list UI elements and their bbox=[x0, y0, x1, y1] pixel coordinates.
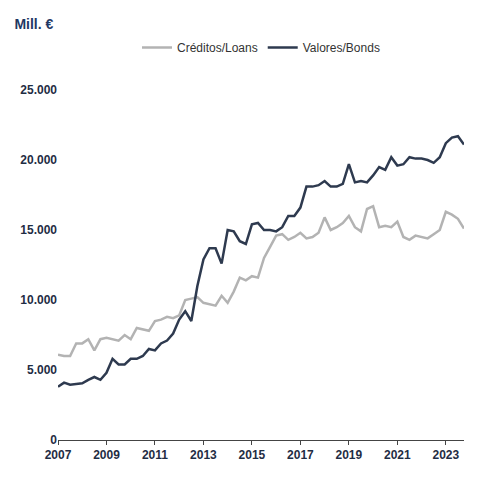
svg-text:2011: 2011 bbox=[142, 448, 168, 462]
svg-text:0: 0 bbox=[50, 433, 57, 447]
svg-text:2019: 2019 bbox=[336, 448, 363, 462]
svg-text:Valores/Bonds: Valores/Bonds bbox=[303, 41, 380, 55]
svg-text:2009: 2009 bbox=[93, 448, 120, 462]
svg-text:15.000: 15.000 bbox=[20, 223, 57, 237]
svg-text:25.000: 25.000 bbox=[20, 83, 57, 97]
svg-text:20.000: 20.000 bbox=[20, 153, 57, 167]
svg-text:2021: 2021 bbox=[384, 448, 411, 462]
svg-text:2023: 2023 bbox=[432, 448, 459, 462]
svg-text:2017: 2017 bbox=[287, 448, 314, 462]
svg-text:2013: 2013 bbox=[190, 448, 217, 462]
svg-text:Mill. €: Mill. € bbox=[14, 16, 53, 32]
svg-text:2015: 2015 bbox=[239, 448, 266, 462]
svg-text:Créditos/Loans: Créditos/Loans bbox=[177, 41, 258, 55]
svg-text:5.000: 5.000 bbox=[27, 363, 57, 377]
svg-text:10.000: 10.000 bbox=[20, 293, 57, 307]
svg-text:2007: 2007 bbox=[45, 448, 72, 462]
